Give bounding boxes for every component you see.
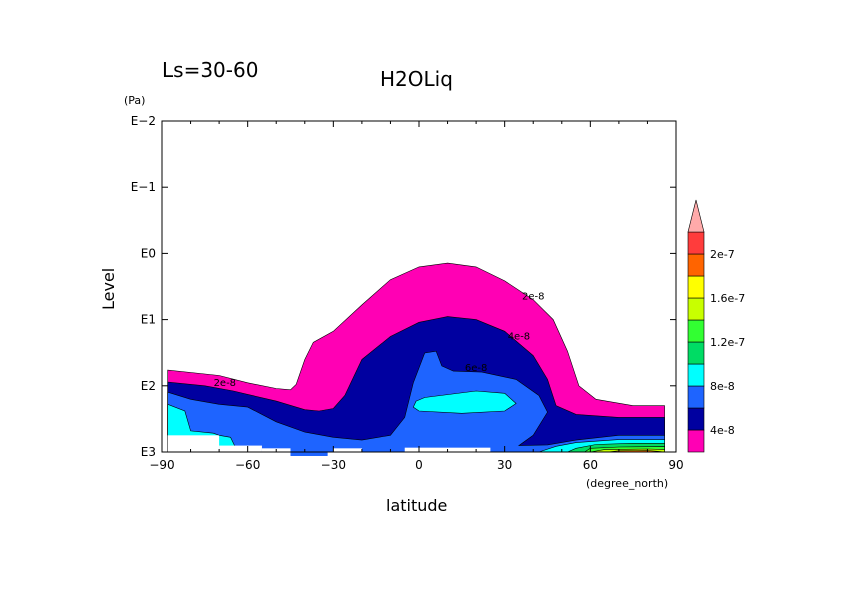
colorbar-swatch (687, 407, 705, 431)
contour-label: 4e-8 (508, 332, 531, 343)
colorbar-swatch (687, 253, 705, 277)
x-unit: (degree_north) (586, 477, 668, 490)
colorbar-tick-label: 8e-8 (710, 380, 735, 393)
colorbar-swatch (687, 297, 705, 321)
x-tick-label: 0 (415, 458, 423, 472)
x-axis: −90 −60 −30 0 30 60 90 (149, 121, 684, 472)
y-tick-label: E−1 (131, 180, 156, 194)
y-tick-label: E0 (141, 246, 156, 260)
contour-labels: 2e-8 2e-8 4e-8 6e-8 (214, 292, 545, 389)
missing-data-area (333, 448, 362, 453)
y-axis: E−2 E−1 E0 E1 E2 E3 (131, 114, 676, 459)
y-tick-label: E3 (141, 445, 156, 459)
colorbar-swatch (687, 319, 705, 343)
colorbar-swatch (687, 275, 705, 299)
colorbar-tick-label: 2e-7 (710, 248, 735, 261)
missing-data-area (167, 435, 220, 453)
x-tick-label: −90 (149, 458, 174, 472)
missing-data-area (219, 445, 262, 453)
contour-fills (167, 262, 665, 456)
x-tick-label: 60 (583, 458, 598, 472)
colorbar-extend-arrow (687, 199, 705, 233)
region-surface-strip (290, 452, 328, 456)
x-axis-label: latitude (386, 496, 447, 515)
y-tick-label: E−2 (131, 114, 156, 128)
y-axis-label: Level (99, 268, 118, 310)
chart-title: H2OLiq (380, 67, 453, 91)
colorbar-tick-label: 1.6e-7 (710, 292, 745, 305)
colorbar-swatch (687, 429, 705, 453)
colorbar-swatch (687, 385, 705, 409)
y-tick-label: E1 (141, 313, 156, 327)
colorbar-tick-label: 4e-8 (710, 424, 735, 437)
x-tick-label: 30 (497, 458, 512, 472)
x-tick-label: −30 (321, 458, 346, 472)
colorbar-swatch (687, 341, 705, 365)
colorbar-swatch (687, 363, 705, 387)
contour-label: 6e-8 (465, 363, 488, 374)
colorbar-swatch (687, 231, 705, 255)
x-tick-label: −60 (235, 458, 260, 472)
y-tick-label: E2 (141, 379, 156, 393)
y-unit: (Pa) (124, 94, 145, 107)
x-tick-label: 90 (668, 458, 683, 472)
colorbar: 4e-8 8e-8 1.2e-7 1.6e-7 2e-7 (687, 199, 745, 453)
chart-subtitle: Ls=30-60 (162, 58, 258, 82)
region-8e-8-center (412, 390, 517, 414)
contour-label: 2e-8 (522, 292, 545, 303)
colorbar-tick-label: 1.2e-7 (710, 336, 745, 349)
contour-label: 2e-8 (214, 378, 237, 389)
